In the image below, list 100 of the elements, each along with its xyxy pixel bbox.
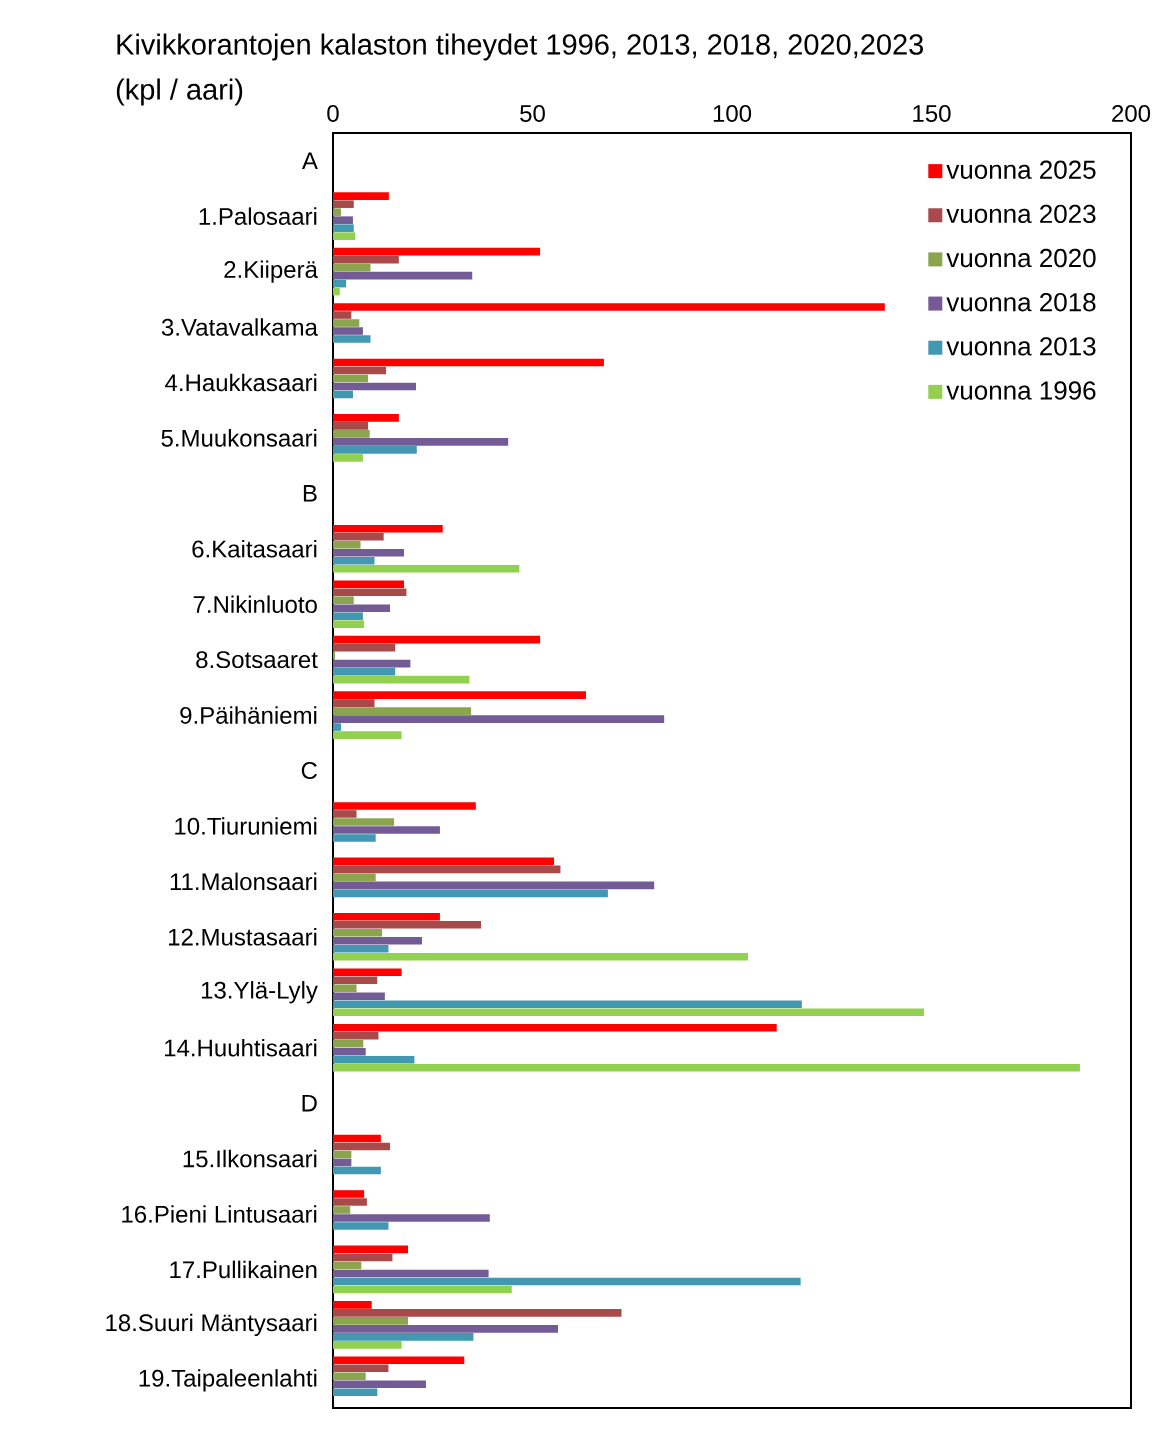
y-tick-label: 14.Huuhtisaari: [164, 1038, 317, 1057]
bar: [333, 1222, 389, 1230]
bar: [333, 1356, 465, 1365]
bar: [333, 1364, 389, 1373]
bar: [333, 1214, 490, 1222]
bar: [333, 255, 399, 264]
bar: [333, 303, 885, 311]
bar: [333, 1000, 802, 1009]
bar: [333, 319, 360, 327]
bar: [333, 691, 586, 699]
bar: [333, 1055, 415, 1064]
bar: [333, 976, 378, 985]
x-tick-label: 150: [913, 104, 951, 122]
y-tick-label: 12.Mustasaari: [169, 928, 317, 946]
bar: [333, 1063, 1080, 1072]
bar: [333, 1277, 801, 1286]
bar: [333, 358, 604, 367]
x-tick-label: 0: [327, 104, 339, 122]
y-tick-label: 17.Pullikainen: [170, 1260, 317, 1279]
y-tick-label: 3.Vatavalkama: [161, 318, 318, 336]
y-tick-label: 6.Kaitasaari: [192, 539, 317, 558]
y-tick-label: 13.Ylä-Lyly: [201, 981, 318, 1004]
x-tick-label: 100: [713, 104, 752, 122]
bar: [333, 232, 356, 240]
bar: [333, 548, 405, 557]
bar: [333, 810, 357, 818]
bar: [333, 659, 411, 668]
bar: [333, 374, 369, 383]
bar: [333, 1198, 367, 1206]
bar: [333, 1047, 366, 1056]
bar: [333, 667, 396, 676]
bar: [333, 1380, 426, 1389]
bar: [333, 1031, 379, 1040]
bar: [333, 532, 384, 541]
bar: [333, 327, 363, 335]
bar: [333, 208, 341, 216]
bar: [333, 1150, 352, 1159]
y-tick-label: 5.Muukonsaari: [161, 429, 317, 447]
x-tick-label: 50: [520, 104, 545, 122]
bar: [333, 311, 352, 319]
bar: [333, 422, 369, 430]
bar: [333, 216, 353, 224]
bar: [333, 1166, 381, 1175]
bar: [333, 826, 440, 834]
y-tick-label: 2.Kiiperä: [224, 260, 318, 283]
x-axis-title: (kpl / aari): [116, 78, 243, 106]
bar: [333, 263, 371, 272]
bar: [333, 564, 520, 573]
bar: [333, 802, 476, 810]
bar: [333, 382, 416, 391]
bar: [333, 540, 361, 549]
bar: [333, 596, 354, 605]
bar: [333, 335, 371, 343]
bar: [333, 921, 482, 929]
y-tick-label: 18.Suuri Mäntysaari: [106, 1313, 317, 1337]
bar: [333, 620, 365, 629]
bar: [333, 1325, 559, 1333]
bar: [333, 865, 561, 874]
bar: [333, 953, 748, 961]
bar: [333, 390, 353, 399]
bar: [333, 1158, 352, 1167]
y-tick-label: 8.Sotsaaret: [196, 651, 318, 669]
bar: [333, 731, 402, 739]
bar: [333, 1388, 378, 1397]
bar: [333, 1261, 362, 1270]
bar: [333, 1333, 474, 1341]
bar: [333, 556, 375, 565]
x-tick-label: 200: [1112, 104, 1151, 122]
bar: [333, 224, 354, 232]
y-tick-label: 1.Palosaari: [199, 207, 317, 225]
bar: [333, 818, 395, 826]
legend-label: vuonna 2023: [946, 204, 1096, 224]
bar: [333, 1301, 372, 1309]
bar: [333, 1134, 381, 1143]
bar: [333, 430, 370, 438]
bar: [333, 707, 472, 715]
bar: [333, 834, 376, 842]
y-tick-label: B: [303, 485, 317, 502]
y-tick-label: 11.Malonsaari: [170, 872, 317, 891]
bar: [333, 937, 422, 945]
y-tick-label: 16.Pieni Lintusaari: [122, 1205, 317, 1223]
y-tick-label: 10.Tiuruniemi: [175, 817, 317, 835]
bar: [333, 945, 389, 953]
bar: [333, 446, 417, 454]
bar: [333, 968, 402, 977]
bar: [333, 1253, 393, 1262]
legend-label: vuonna 2013: [946, 337, 1096, 356]
y-tick-label: 4.Haukkasaari: [165, 373, 317, 392]
bar: [333, 1285, 512, 1294]
bar: [333, 699, 375, 707]
bar: [333, 1039, 364, 1048]
bar: [333, 643, 396, 652]
bar: [333, 984, 357, 993]
bar: [333, 612, 363, 621]
bar: [333, 247, 541, 256]
bar: [333, 588, 407, 597]
bar: [333, 271, 473, 280]
bar: [333, 454, 363, 462]
bar: [333, 723, 341, 731]
legend-label: vuonna 2018: [946, 292, 1096, 312]
